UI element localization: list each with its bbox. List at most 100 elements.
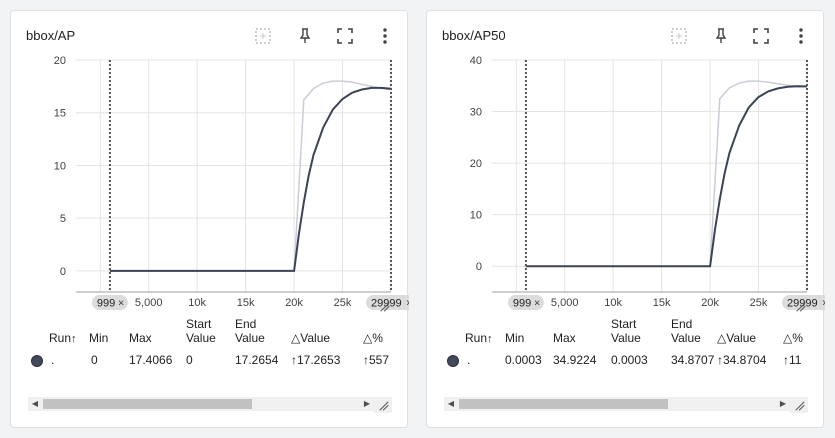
- step-marker-chip[interactable]: 29999 ×: [365, 295, 409, 310]
- cell-run: .: [467, 353, 471, 367]
- column-header-run[interactable]: Run↑: [465, 331, 493, 346]
- column-header-delta-pct: △%: [783, 331, 803, 345]
- cell-start-value: 0.0003: [611, 353, 648, 367]
- line-chart[interactable]: 0510152005,00010k15k20k25k30k999×29999×: [11, 55, 409, 315]
- card-title: bbox/AP: [26, 28, 76, 43]
- close-icon[interactable]: ×: [406, 298, 409, 310]
- step-marker-label: 999: [513, 298, 531, 310]
- step-marker-label: 29999: [787, 298, 818, 310]
- resize-handle-icon[interactable]: [795, 301, 807, 313]
- scroll-right-icon[interactable]: ▶: [363, 399, 371, 408]
- column-header-run[interactable]: Run↑: [49, 331, 77, 346]
- series-line-raw: [109, 80, 391, 272]
- scroll-left-icon[interactable]: ◀: [31, 399, 39, 408]
- cell-delta-value: ↑34.8704: [717, 353, 766, 367]
- y-tick-label: 0: [60, 266, 66, 278]
- close-icon[interactable]: ×: [822, 298, 825, 310]
- line-chart[interactable]: 01020304005,00010k15k20k25k30k999×29999×: [427, 55, 825, 315]
- delta-icon: △: [363, 331, 373, 345]
- fit-domain-button[interactable]: [667, 24, 691, 48]
- cell-min: 0: [91, 353, 98, 367]
- step-marker-label: 29999: [371, 298, 402, 310]
- x-tick-label: 25k: [750, 297, 768, 309]
- delta-pct-label: %: [792, 331, 803, 345]
- x-tick-label: 15k: [653, 297, 671, 309]
- column-header-min: Min: [505, 331, 525, 345]
- card-title: bbox/AP50: [442, 28, 506, 43]
- scroll-corner: [790, 397, 808, 413]
- cell-delta-pct: ↑11: [783, 353, 801, 367]
- close-icon[interactable]: ×: [118, 298, 124, 310]
- fit-domain-button[interactable]: [251, 24, 275, 48]
- fullscreen-icon: [337, 28, 353, 44]
- cell-max: 34.9224: [553, 353, 597, 367]
- y-tick-label: 10: [470, 210, 482, 222]
- table-resize-handle-icon[interactable]: [378, 400, 390, 412]
- delta-pct-label: %: [372, 331, 383, 345]
- y-tick-label: 10: [54, 160, 66, 172]
- data-table: Run↑ Min Max Start Value End Value △Value △%. 0 17…: [11, 11, 409, 429]
- more-vert-button[interactable]: [373, 24, 397, 48]
- column-header-end-value: Value: [671, 331, 701, 345]
- step-marker-chip[interactable]: 999 ×: [507, 295, 544, 310]
- column-header-delta-value: △Value: [717, 331, 756, 345]
- y-tick-label: 30: [470, 107, 482, 119]
- cell-delta-pct: ↑557: [363, 353, 389, 367]
- close-icon[interactable]: ×: [534, 298, 540, 310]
- x-tick-label: 5,000: [135, 297, 163, 309]
- delta-value-label: Value: [726, 331, 757, 345]
- fullscreen-button[interactable]: [333, 24, 357, 48]
- more-vert-icon: [799, 28, 803, 44]
- cell-max: 17.4066: [129, 353, 173, 367]
- y-tick-label: 20: [54, 55, 66, 67]
- sort-arrow-icon: ↑: [487, 333, 493, 345]
- pin-button[interactable]: [293, 24, 317, 48]
- column-header-min: Min: [89, 331, 109, 345]
- run-color-dot: [447, 355, 459, 367]
- cell-delta-value-text: 17.2653: [297, 353, 341, 367]
- table-resize-handle-icon[interactable]: [794, 400, 806, 412]
- column-header-max: Max: [553, 331, 576, 345]
- horizontal-scrollbar[interactable]: ◀ ▶: [444, 397, 790, 411]
- step-marker-chip[interactable]: 999 ×: [91, 295, 128, 310]
- column-header-end: End: [235, 317, 257, 331]
- fullscreen-button[interactable]: [749, 24, 773, 48]
- series-line-smoothed: [525, 85, 807, 268]
- scrollbar-thumb[interactable]: [459, 399, 668, 409]
- column-header-start-value: Value: [611, 331, 641, 345]
- up-arrow-icon: ↑: [291, 353, 297, 367]
- y-tick-label: 0: [476, 261, 482, 273]
- delta-icon: △: [717, 331, 727, 345]
- scroll-left-icon[interactable]: ◀: [447, 399, 455, 408]
- fit-domain-icon: [671, 28, 687, 44]
- pin-button[interactable]: [709, 24, 733, 48]
- data-table: Run↑ Min Max Start Value End Value △Value △%. 0.0…: [427, 11, 825, 429]
- column-header-delta-pct: △%: [363, 331, 383, 345]
- sort-arrow-icon: ↑: [71, 333, 77, 345]
- horizontal-scrollbar[interactable]: ◀ ▶: [28, 397, 374, 411]
- y-tick-label: 40: [470, 55, 482, 67]
- scroll-corner: [374, 397, 392, 413]
- cell-run: .: [51, 353, 55, 367]
- card-bbox-ap: bbox/AP0510152005,00010k15k20k25k30k999×…: [10, 10, 409, 429]
- more-vert-button[interactable]: [789, 24, 813, 48]
- delta-value-label: Value: [300, 331, 331, 345]
- pin-icon: [299, 28, 311, 43]
- cell-end-value: 34.8707: [671, 353, 715, 367]
- column-header-max: Max: [129, 331, 152, 345]
- resize-handle-icon[interactable]: [379, 301, 391, 313]
- scrollbar-thumb[interactable]: [43, 399, 252, 409]
- scroll-right-icon[interactable]: ▶: [779, 399, 787, 408]
- step-marker-chip[interactable]: 29999 ×: [781, 295, 825, 310]
- x-tick-label: 25k: [334, 297, 352, 309]
- column-header-end: End: [671, 317, 693, 331]
- x-tick-label: 15k: [237, 297, 255, 309]
- cell-end-value: 17.2654: [235, 353, 279, 367]
- up-arrow-icon: ↑: [717, 353, 723, 367]
- series-line-raw: [525, 80, 807, 267]
- cell-start-value: 0: [186, 353, 193, 367]
- cell-delta-pct-text: 11: [789, 353, 802, 367]
- cell-min: 0.0003: [505, 353, 542, 367]
- cell-delta-value: ↑17.2653: [291, 353, 340, 367]
- x-tick-label: 20k: [701, 297, 719, 309]
